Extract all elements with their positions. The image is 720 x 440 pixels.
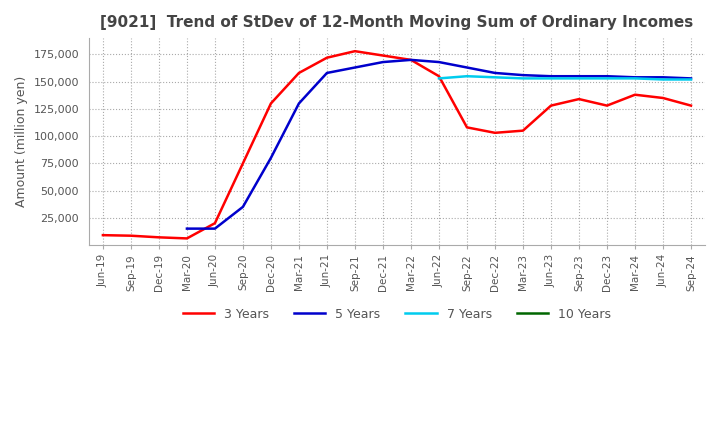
5 Years bbox=[659, 75, 667, 80]
Line: 3 Years: 3 Years bbox=[103, 51, 691, 238]
7 Years bbox=[575, 76, 583, 81]
Line: 7 Years: 7 Years bbox=[439, 76, 691, 80]
3 Years bbox=[238, 161, 247, 166]
5 Years bbox=[407, 57, 415, 62]
3 Years bbox=[294, 70, 303, 76]
7 Years bbox=[435, 76, 444, 81]
7 Years bbox=[546, 76, 555, 81]
5 Years bbox=[435, 59, 444, 65]
7 Years bbox=[603, 76, 611, 81]
5 Years bbox=[631, 75, 639, 80]
3 Years bbox=[659, 95, 667, 101]
3 Years bbox=[99, 232, 107, 238]
3 Years bbox=[575, 96, 583, 102]
7 Years bbox=[518, 76, 527, 81]
5 Years bbox=[603, 73, 611, 79]
5 Years bbox=[687, 76, 696, 81]
7 Years bbox=[687, 77, 696, 82]
3 Years bbox=[155, 235, 163, 240]
3 Years bbox=[127, 233, 135, 238]
5 Years bbox=[266, 155, 275, 161]
3 Years bbox=[379, 53, 387, 58]
3 Years bbox=[687, 103, 696, 108]
3 Years bbox=[518, 128, 527, 133]
3 Years bbox=[211, 220, 220, 226]
Line: 5 Years: 5 Years bbox=[187, 60, 691, 229]
5 Years bbox=[518, 73, 527, 78]
5 Years bbox=[183, 226, 192, 231]
3 Years bbox=[603, 103, 611, 108]
3 Years bbox=[546, 103, 555, 108]
5 Years bbox=[463, 65, 472, 70]
7 Years bbox=[631, 76, 639, 81]
Legend: 3 Years, 5 Years, 7 Years, 10 Years: 3 Years, 5 Years, 7 Years, 10 Years bbox=[178, 303, 616, 326]
5 Years bbox=[379, 59, 387, 65]
5 Years bbox=[323, 70, 331, 76]
3 Years bbox=[631, 92, 639, 97]
3 Years bbox=[435, 73, 444, 79]
5 Years bbox=[238, 204, 247, 209]
5 Years bbox=[546, 73, 555, 79]
3 Years bbox=[183, 236, 192, 241]
7 Years bbox=[659, 77, 667, 82]
7 Years bbox=[463, 73, 472, 79]
5 Years bbox=[351, 65, 359, 70]
3 Years bbox=[463, 125, 472, 130]
Title: [9021]  Trend of StDev of 12-Month Moving Sum of Ordinary Incomes: [9021] Trend of StDev of 12-Month Moving… bbox=[100, 15, 693, 30]
3 Years bbox=[266, 101, 275, 106]
Y-axis label: Amount (million yen): Amount (million yen) bbox=[15, 76, 28, 207]
5 Years bbox=[211, 226, 220, 231]
3 Years bbox=[407, 57, 415, 62]
7 Years bbox=[490, 75, 499, 80]
5 Years bbox=[490, 70, 499, 76]
3 Years bbox=[490, 130, 499, 136]
5 Years bbox=[294, 101, 303, 106]
3 Years bbox=[351, 48, 359, 54]
3 Years bbox=[323, 55, 331, 60]
5 Years bbox=[575, 73, 583, 79]
